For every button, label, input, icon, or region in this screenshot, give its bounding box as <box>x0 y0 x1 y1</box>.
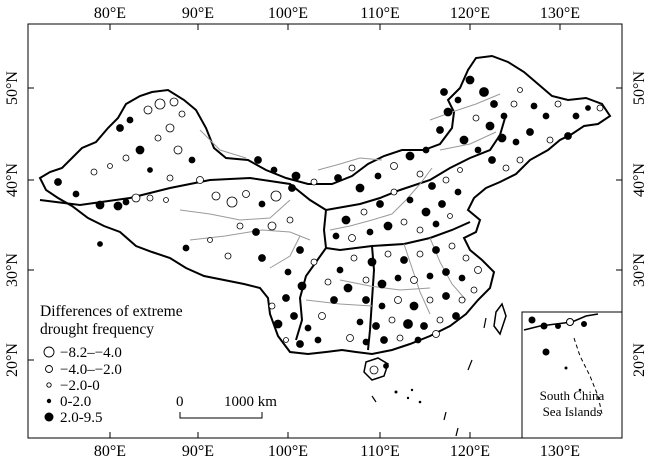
taiwan-island <box>493 302 507 336</box>
legend-label-3: −2.0-0 <box>60 378 100 394</box>
scale-start-label: 0 <box>176 394 184 410</box>
right-tick-30: 30°N <box>631 253 648 287</box>
inset-islands <box>542 348 582 392</box>
legend-label-4: 0-2.0 <box>60 394 91 410</box>
province-boundaries <box>179 93 501 315</box>
inset-stations <box>528 316 587 330</box>
bottom-tick-110: 110°E <box>360 443 400 460</box>
sea-dashes <box>371 317 487 437</box>
legend-label-2: −4.0–−2.0 <box>60 362 122 378</box>
bottom-tick-90: 90°E <box>182 443 214 460</box>
left-tick-30: 30°N <box>4 253 21 287</box>
legend-symbol-filled-large <box>44 412 54 422</box>
top-tick-110: 110°E <box>360 5 400 22</box>
legend: Differences of extreme drought frequency… <box>40 303 183 426</box>
scale-bar: 0 1000 km <box>176 394 277 419</box>
legend-symbol-open-medium <box>45 365 53 373</box>
scale-bar-line <box>179 412 263 419</box>
hainan-island <box>363 357 389 381</box>
legend-title-line1: Differences of extreme <box>40 303 183 320</box>
legend-symbol-open-large <box>43 346 55 358</box>
inset-label-line2: Sea Islands <box>543 404 602 419</box>
right-tick-50: 50°N <box>631 71 648 105</box>
station-markers <box>54 75 604 375</box>
bottom-tick-80: 80°E <box>94 443 126 460</box>
top-tick-80: 80°E <box>94 5 126 22</box>
top-tick-100: 100°E <box>268 5 308 22</box>
left-tick-50: 50°N <box>4 71 21 105</box>
legend-label-5: 2.0-9.5 <box>60 410 103 426</box>
right-tick-40: 40°N <box>631 163 648 197</box>
legend-label-1: −8.2–−4.0 <box>60 345 122 361</box>
map-frame <box>27 23 623 439</box>
bottom-tick-100: 100°E <box>268 443 308 460</box>
inset-frame <box>521 311 623 439</box>
sea-islands <box>394 388 422 404</box>
legend-symbol-open-small <box>46 382 52 388</box>
left-tick-40: 40°N <box>4 163 21 197</box>
legend-symbol-filled-small <box>46 398 52 404</box>
bottom-tick-130: 130°E <box>540 443 580 460</box>
legend-title-line2: drought frequency <box>40 321 154 338</box>
top-tick-90: 90°E <box>182 5 214 22</box>
right-tick-20: 20°N <box>631 343 648 377</box>
country-outline <box>38 54 612 356</box>
left-tick-20: 20°N <box>4 343 21 377</box>
scale-end-label: 1000 km <box>224 394 277 410</box>
bottom-tick-120: 120°E <box>450 443 490 460</box>
inset-label-line1: South China <box>540 388 605 403</box>
top-tick-130: 130°E <box>540 5 580 22</box>
inset-coastline <box>523 313 599 331</box>
top-tick-120: 120°E <box>450 5 490 22</box>
